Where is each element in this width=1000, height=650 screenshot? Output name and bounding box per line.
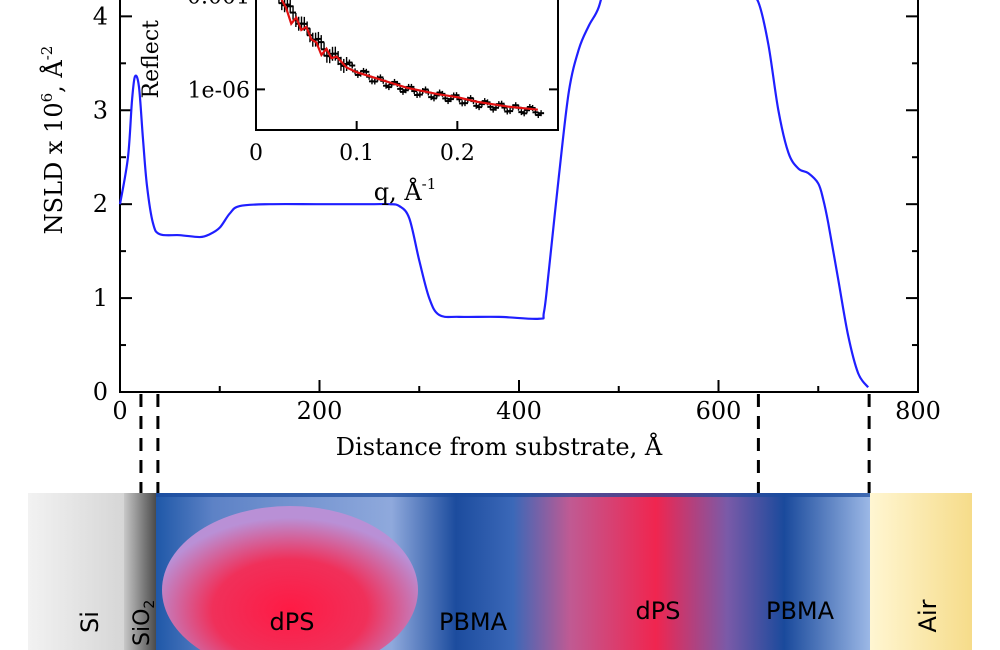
axis-ticks: 0 200 400 600 800 0 1 2 3 4 [93, 2, 941, 425]
nsld-profile-line [118, 0, 870, 389]
y-tick-label: 3 [93, 96, 108, 124]
y-axis-title-unit: , Å [39, 60, 68, 93]
inset-x-axis-title: q, Å-1 [374, 175, 437, 206]
inset-x-axis-title-sup: -1 [422, 175, 437, 193]
layer-label-air: Air [914, 599, 942, 632]
inset-y-tick-label: 1e-06 [188, 78, 250, 103]
layer-label-dps-1: dPS [270, 608, 315, 636]
inset-x-tick-label: 0.2 [440, 141, 475, 166]
layer-diagram: Si SiO2 dPS PBMA dPS PBMA Air [28, 493, 972, 650]
y-axis-title-sup: 6 [38, 93, 56, 103]
layer-label-si: Si [76, 611, 104, 633]
x-tick-label: 200 [297, 397, 343, 425]
layer-label-sio2-sub: 2 [142, 600, 158, 609]
y-tick-label: 4 [93, 2, 108, 30]
x-tick-label: 0 [112, 397, 127, 425]
layer-sio2 [124, 493, 156, 650]
y-axis-title-unit-sup: -2 [38, 46, 56, 61]
inset-series [278, 0, 545, 119]
layer-label-sio2: SiO2 [130, 600, 158, 646]
inset-frame [255, 0, 559, 131]
inset-x-tick-label: 0.1 [339, 141, 374, 166]
inset-axis-ticks: 0 0.1 0.2 0.001 1e-06 [187, 0, 558, 166]
inset-x-axis-title-main: q, Å [374, 177, 423, 206]
layer-label-sio2-main: SiO [130, 609, 155, 646]
layer-label-pbma-1: PBMA [439, 608, 508, 636]
inset-x-tick-label: 0 [249, 141, 263, 166]
layer-si [28, 493, 124, 650]
x-tick-label: 400 [496, 397, 542, 425]
y-axis-title-main: NSLD x 10 [40, 102, 68, 234]
x-axis-title: Distance from substrate, Å [336, 432, 663, 461]
inset-y-tick-label: 0.001 [187, 0, 250, 10]
inset-fit-line [280, 0, 538, 111]
x-tick-label: 600 [696, 397, 742, 425]
nsld-plot: 0 200 400 600 800 0 1 2 3 4 Distance from substra… [38, 0, 941, 461]
inset-y-axis-title: Reflect [139, 20, 164, 99]
y-tick-label: 0 [93, 378, 108, 406]
layer-label-dps-2: dPS [636, 597, 681, 625]
y-axis-title: NSLD x 106, Å-2 [38, 46, 68, 235]
layer-label-pbma-2: PBMA [766, 597, 835, 625]
layer-boundary-dashes [139, 394, 871, 493]
x-tick-label: 800 [895, 397, 941, 425]
y-tick-label: 1 [93, 284, 108, 312]
inset-background [256, 0, 558, 130]
y-tick-label: 2 [93, 190, 108, 218]
reflectivity-inset: 0 0.1 0.2 0.001 1e-06 q, Å-1 Reflect [139, 0, 559, 206]
film-top-edge [156, 493, 870, 497]
dps-domain-1 [162, 506, 418, 650]
layer-air [870, 493, 972, 650]
